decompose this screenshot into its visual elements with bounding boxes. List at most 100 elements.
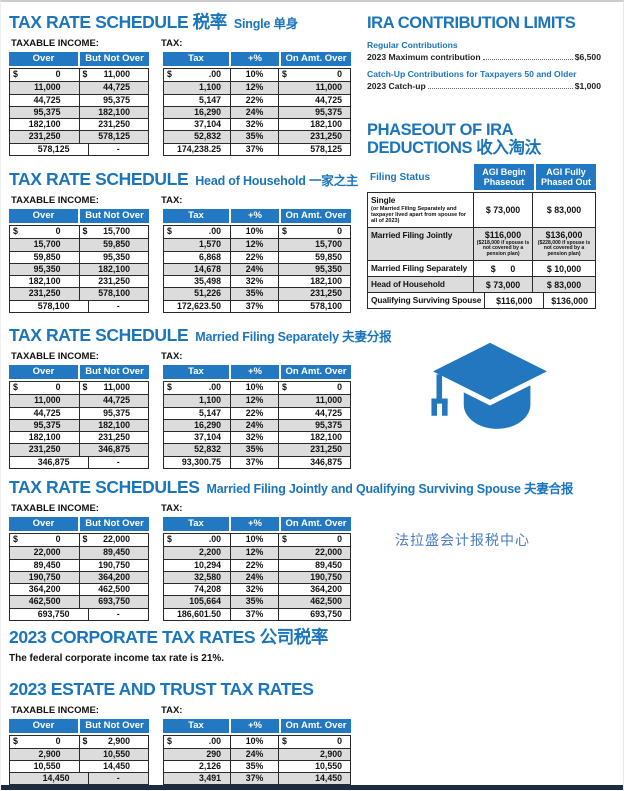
table-cell: 231,250 <box>28 131 61 142</box>
agi-fully-value: $136,000 <box>551 295 588 306</box>
table-row: 32,580 24% 190,750 <box>164 570 350 584</box>
table-cell: 182,100 <box>28 276 61 287</box>
ira-item-line: 2023 Catch-up $1,000 <box>367 81 601 91</box>
ira-item-heading: Regular Contributions <box>367 40 458 50</box>
table-cell: 11,000 <box>278 82 350 94</box>
table-row: 3,491 37% 14,450 <box>164 772 350 784</box>
section-title: TAX RATE SCHEDULE Married Filing Separate… <box>9 325 619 347</box>
table-cell: 22% <box>230 251 278 263</box>
agi-fully-header: AGI Fully Phased Out <box>536 164 596 190</box>
table-row: 6,868 22% 59,850 <box>164 250 350 263</box>
cell-value: .00 <box>208 736 221 746</box>
section-title-sub: Married Filing Separately 夫妻分报 <box>195 330 392 344</box>
table-body: $0 $2,900 2,900 10,550 10,550 14,450 14,450- <box>9 735 149 785</box>
table-cell: $ .00 <box>164 69 230 81</box>
table-row: 51,226 35% 231,250 <box>164 287 350 300</box>
table-cell: 190,750 <box>28 571 61 582</box>
filing-status-label: Single <box>371 195 396 205</box>
table-row: 74,208 32% 364,200 <box>164 583 350 596</box>
table-row: 95,375 182,100 <box>10 418 148 432</box>
table-body: $ .00 10% $0 290 24% 2,900 2,126 35% 10,550 3,491 3… <box>163 735 351 785</box>
table-cell: $22,000 <box>78 534 149 547</box>
table-cell: 89,450 <box>33 559 61 570</box>
filing-status-cell: Married Filing Separately <box>368 261 474 276</box>
column-header: But Not Over <box>80 365 149 379</box>
table-cell: 24% <box>230 263 278 276</box>
table-cell: 44,725 <box>278 407 350 419</box>
table-cell: 182,100 <box>278 432 350 444</box>
column-header: On Amt. Over <box>281 365 351 379</box>
cell-value: 0 <box>55 226 61 236</box>
table-cell: 231,250 <box>78 276 149 288</box>
table-cell: 231,250 <box>28 444 61 455</box>
column-header: Over <box>9 719 78 733</box>
table-row: 14,450 - <box>10 772 148 784</box>
table-cell: 32% <box>230 432 278 444</box>
filing-status-label: Head of Household <box>371 279 445 289</box>
table-cell: 12% <box>230 395 278 407</box>
ira-item-value: $6,500 <box>574 52 601 62</box>
filing-status-note: (or Married Filing Separately and taxpay… <box>371 206 467 225</box>
taxable-income-table: Over But Not Over $0 $15,700 15,700 59,850 59,… <box>9 209 149 314</box>
taxable-income-table: Over But Not Over $0 $22,000 22,000 89,450 89,… <box>9 517 149 622</box>
table-cell: 22% <box>230 407 278 419</box>
ira-contribution-limits-section: IRA CONTRIBUTION LIMITS Regular Contribu… <box>367 2 601 91</box>
column-header: Tax <box>163 209 229 223</box>
tax-rate-schedule-section: TAX RATE SCHEDULES Married Filing Jointly… <box>9 477 619 622</box>
agi-begin-header: AGI Begin Phaseout <box>474 164 534 190</box>
table-cell: 105,664 <box>189 596 221 607</box>
table-cell: 10,550 <box>278 761 350 772</box>
table-cell: 35% <box>230 131 278 143</box>
tax-label: TAX: <box>161 351 183 362</box>
table-cell: 11,000 <box>34 82 61 93</box>
dollar-sign: $ <box>167 382 172 392</box>
table-cell: 37% <box>230 143 278 156</box>
table-cell: 5,147 <box>198 94 221 105</box>
dollar-sign: $ <box>167 736 172 746</box>
table-cell: $0 <box>278 226 350 239</box>
table-row: 182,100 231,250 <box>10 118 148 131</box>
table-cell: 52,832 <box>194 131 221 142</box>
table-cell: 37% <box>230 773 278 784</box>
table-labels: TAXABLE INCOME: TAX: <box>11 503 619 514</box>
column-header: Over <box>9 365 78 379</box>
filing-status-cell: Married Filing Jointly <box>368 227 474 260</box>
table-cell: 14,450 <box>278 773 350 784</box>
table-cell: 11,000 <box>34 395 61 406</box>
table-cell: 231,250 <box>278 131 350 143</box>
section-title: TAX RATE SCHEDULE Head of Household 一家之主 <box>9 169 619 191</box>
table-row: 10,550 14,450 <box>10 760 148 772</box>
dollar-sign: $ <box>13 226 18 236</box>
table-cell: 44,725 <box>278 94 350 106</box>
agi-begin-cell: $116,000 ($218,000 if spouse is not cover… <box>474 227 533 260</box>
table-cell: $0 <box>10 736 79 748</box>
dollar-sign: $ <box>282 534 287 544</box>
schedule-tables: Over But Not Over $0 $11,000 11,000 44,725 44,… <box>9 52 361 157</box>
table-cell: - <box>87 773 149 784</box>
table-row: 44,725 95,375 <box>10 406 148 419</box>
table-cell: 182,100 <box>28 119 61 130</box>
column-header: +% <box>231 209 279 223</box>
tax-table: Tax +% On Amt. Over $ .00 10% $0 290 24% 2,900 2,1… <box>163 719 351 785</box>
tax-label: TAX: <box>161 38 183 49</box>
table-row: 37,104 32% 182,100 <box>164 118 350 131</box>
phaseout-row: Married Filing Separately $ 0 $ 10,000 <box>368 260 595 276</box>
table-row: $ .00 10% $0 <box>164 534 350 547</box>
estate-table-labels: TAXABLE INCOME: TAX: <box>11 705 619 716</box>
phaseout-row: Married Filing Jointly $116,000 ($218,000 … <box>368 226 595 260</box>
table-row: 16,290 24% 95,375 <box>164 105 350 119</box>
filing-status-cell: Single (or Married Filing Separately and … <box>368 193 474 227</box>
table-cell: 24% <box>230 571 278 584</box>
table-row: 231,250 578,100 <box>10 287 148 300</box>
ira-phaseout-section: PHASEOUT OF IRA DEDUCTIONS 收入淘汰 Filing S… <box>367 121 597 309</box>
table-cell: 1,100 <box>198 395 221 406</box>
phaseout-body: Single (or Married Filing Separately and … <box>367 192 596 309</box>
table-header-row: Over But Not Over <box>9 517 149 531</box>
table-cell: 95,350 <box>33 263 61 274</box>
table-cell: 10% <box>230 226 278 239</box>
filing-status-label: Married Filing Separately <box>371 263 468 273</box>
ira-item-value: $1,000 <box>574 81 601 91</box>
table-row: $0 $22,000 <box>10 534 149 547</box>
table-cell: 22,000 <box>33 547 61 558</box>
dotted-leader <box>427 88 573 89</box>
